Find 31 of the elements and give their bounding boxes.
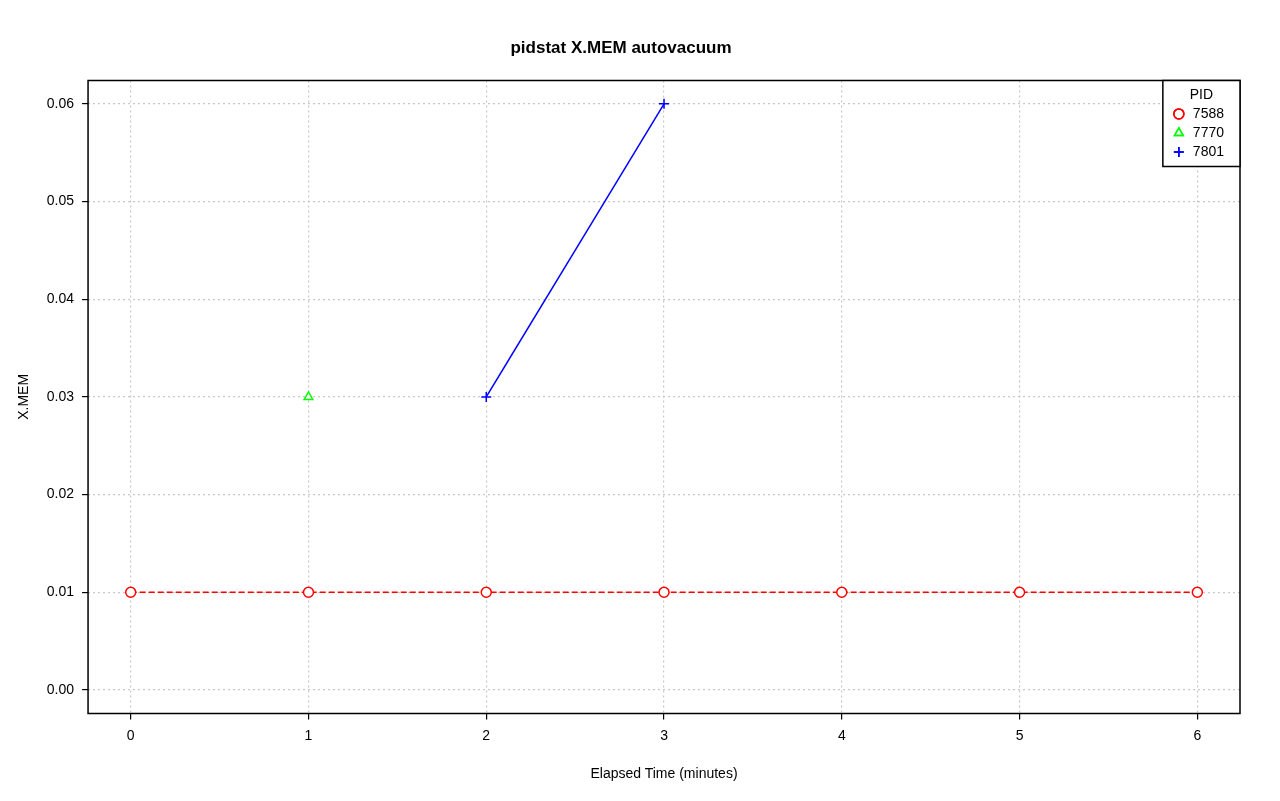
point	[658, 98, 670, 110]
y-tick-label: 0.05	[46, 192, 75, 209]
y-tick-label: 0.03	[46, 387, 75, 404]
legend-title: PID	[1189, 85, 1214, 102]
x-tick-label: 0	[126, 726, 135, 743]
x-tick-label: 1	[304, 726, 313, 743]
point	[303, 391, 314, 401]
y-tick-label: 0.04	[46, 290, 75, 307]
point	[480, 586, 492, 599]
x-tick-label: 6	[1193, 726, 1202, 743]
point	[658, 586, 670, 599]
legend-label: 7588	[1192, 104, 1225, 121]
point	[1191, 586, 1204, 599]
point	[302, 586, 315, 599]
point	[836, 586, 848, 599]
point	[1013, 586, 1026, 599]
x-tick-label: 5	[1015, 726, 1024, 743]
y-axis-title: X.MEM	[15, 373, 32, 420]
x-axis-title: Elapsed Time (minutes)	[590, 765, 738, 782]
point	[480, 391, 492, 403]
x-tick-label: 4	[837, 726, 846, 743]
legend-label: 7770	[1192, 123, 1225, 140]
y-tick-label: 0.01	[46, 583, 75, 600]
y-tick-label: 0.06	[46, 94, 75, 111]
y-tick-label: 0.00	[46, 680, 75, 697]
x-tick-label: 2	[482, 726, 491, 743]
chart-title: pidstat X.MEM autovacuum	[510, 37, 732, 57]
point	[124, 586, 137, 599]
legend-label: 7801	[1192, 142, 1225, 159]
y-tick-label: 0.02	[46, 485, 75, 502]
x-tick-label: 3	[660, 726, 669, 743]
